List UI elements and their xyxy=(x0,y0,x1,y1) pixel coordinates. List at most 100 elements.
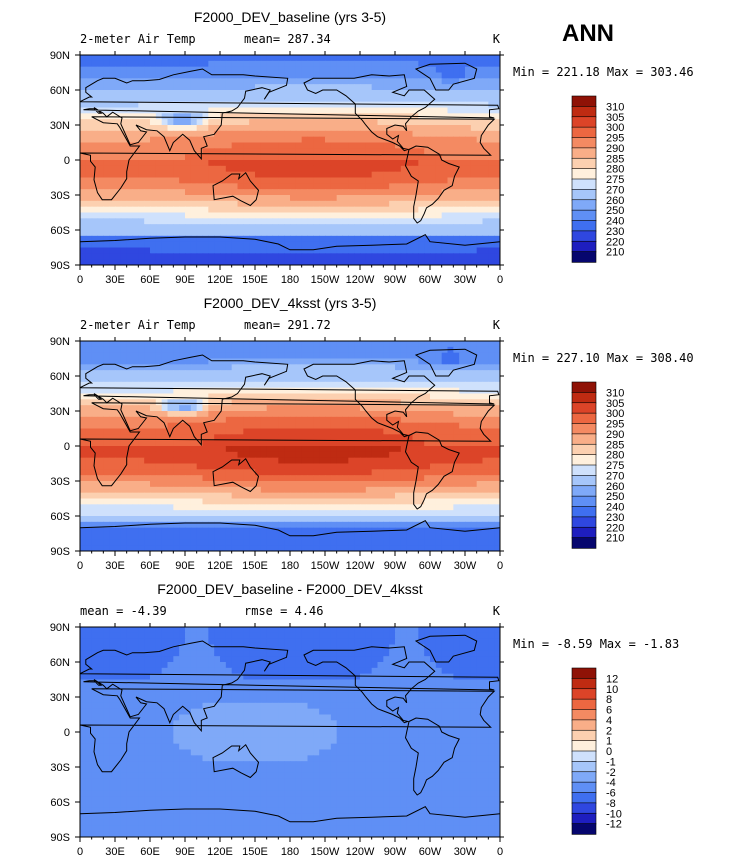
field-cell xyxy=(295,107,303,114)
field-cell xyxy=(371,55,379,62)
field-cell xyxy=(196,218,204,225)
field-cell xyxy=(371,84,379,91)
field-cell xyxy=(453,486,460,494)
field-cell xyxy=(260,130,268,138)
field-cell xyxy=(377,177,384,184)
field-cell xyxy=(249,165,256,173)
field-cell xyxy=(377,101,384,109)
field-cell xyxy=(383,189,390,196)
field-cell xyxy=(109,148,116,155)
field-cell xyxy=(249,148,256,155)
field-cell xyxy=(453,370,460,377)
field-cell xyxy=(97,177,104,184)
field-cell xyxy=(371,95,379,103)
field-cell xyxy=(132,119,139,126)
field-cell xyxy=(243,440,250,447)
field-cell xyxy=(459,95,466,103)
field-cell xyxy=(476,463,484,470)
field-cell xyxy=(196,393,204,400)
field-cell xyxy=(290,428,297,435)
field-cell xyxy=(447,463,454,470)
field-cell xyxy=(97,125,104,132)
field-cell xyxy=(453,504,460,511)
field-cell xyxy=(389,154,396,161)
field-cell xyxy=(494,119,500,126)
field-cell xyxy=(243,125,250,132)
field-cell xyxy=(120,346,128,354)
field-cell xyxy=(91,253,99,260)
field-cell xyxy=(459,136,466,144)
field-cell xyxy=(447,218,454,225)
field-cell xyxy=(400,55,408,62)
field-cell xyxy=(167,399,174,406)
field-cell xyxy=(237,253,244,260)
field-cell xyxy=(325,481,332,488)
field-cell xyxy=(307,218,314,225)
field-cell xyxy=(447,510,454,517)
field-cell xyxy=(447,95,454,103)
field-cell xyxy=(103,165,110,173)
field-cell xyxy=(342,148,349,155)
field-cell xyxy=(80,259,87,265)
field-cell xyxy=(360,154,367,161)
field-cell xyxy=(167,405,174,412)
field-cell xyxy=(307,393,314,400)
field-cell xyxy=(418,463,425,470)
field-cell xyxy=(231,136,239,144)
field-cell xyxy=(120,189,128,196)
field-cell xyxy=(400,212,408,219)
field-cell xyxy=(266,165,274,173)
field-cell xyxy=(208,498,215,505)
field-cell xyxy=(453,165,460,173)
field-cell xyxy=(260,183,268,190)
field-cell xyxy=(237,154,244,161)
field-cell xyxy=(109,446,116,453)
field-cell xyxy=(424,504,431,511)
field-cell xyxy=(424,125,431,132)
field-cell xyxy=(138,200,145,208)
field-cell xyxy=(360,165,367,173)
field-cell xyxy=(348,241,355,249)
field-cell xyxy=(173,253,180,260)
field-cell xyxy=(400,148,408,155)
field-cell xyxy=(202,183,209,190)
field-cell xyxy=(476,136,484,144)
coastline xyxy=(80,68,500,161)
coastline xyxy=(404,145,460,224)
field-cell xyxy=(190,364,198,371)
field-cell xyxy=(155,492,163,500)
field-cell xyxy=(260,498,268,505)
field-cell xyxy=(295,387,303,395)
field-cell xyxy=(441,78,449,85)
colorbar-swatch xyxy=(571,147,597,159)
field-cell xyxy=(465,393,472,400)
field-cell xyxy=(301,381,309,389)
field-cell xyxy=(120,224,128,231)
field-cell xyxy=(389,247,396,254)
field-cell xyxy=(424,481,431,488)
field-cell xyxy=(85,405,93,412)
field-cell xyxy=(190,498,198,505)
field-cell xyxy=(97,259,104,265)
field-cell xyxy=(266,428,274,435)
field-cell xyxy=(307,230,314,237)
field-cell xyxy=(237,183,244,190)
field-cell xyxy=(103,364,110,371)
field-cell xyxy=(319,387,326,395)
field-cell xyxy=(109,346,116,354)
field-cell xyxy=(336,259,344,265)
field-cell xyxy=(208,235,215,243)
field-cell xyxy=(453,516,460,523)
field-cell xyxy=(435,119,443,126)
field-cell xyxy=(120,66,128,74)
field-cell xyxy=(161,224,169,231)
field-cell xyxy=(167,224,174,231)
field-cell xyxy=(389,516,396,523)
field-cell xyxy=(377,107,384,114)
field-cell xyxy=(395,154,402,161)
field-cell xyxy=(482,346,489,354)
field-cell xyxy=(266,498,274,505)
field-cell xyxy=(383,60,390,68)
field-cell xyxy=(494,399,500,406)
field-cell xyxy=(161,259,169,265)
